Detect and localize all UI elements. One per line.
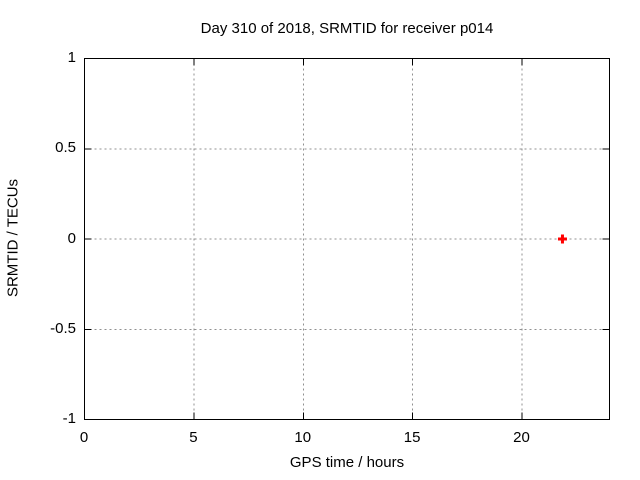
y-tick-label: 1 bbox=[67, 49, 76, 66]
x-tick-label: 0 bbox=[79, 429, 89, 446]
x-tick-label: 5 bbox=[189, 429, 198, 446]
y-tick-label: 0.5 bbox=[55, 139, 76, 157]
x-tick-label: 20 bbox=[513, 429, 530, 446]
x-axis-label: GPS time / hours bbox=[289, 454, 405, 471]
x-tick-label: 10 bbox=[294, 429, 312, 446]
chart-title: Day 310 of 2018, SRMTID for receiver p01… bbox=[200, 20, 494, 37]
x-tick-label: 15 bbox=[403, 429, 421, 446]
y-tick-label: -0.5 bbox=[50, 319, 76, 337]
y-tick-label: -1 bbox=[62, 410, 76, 427]
y-tick-label: 0 bbox=[67, 229, 76, 247]
data-point-marker bbox=[557, 234, 567, 244]
plot-area bbox=[84, 58, 610, 420]
